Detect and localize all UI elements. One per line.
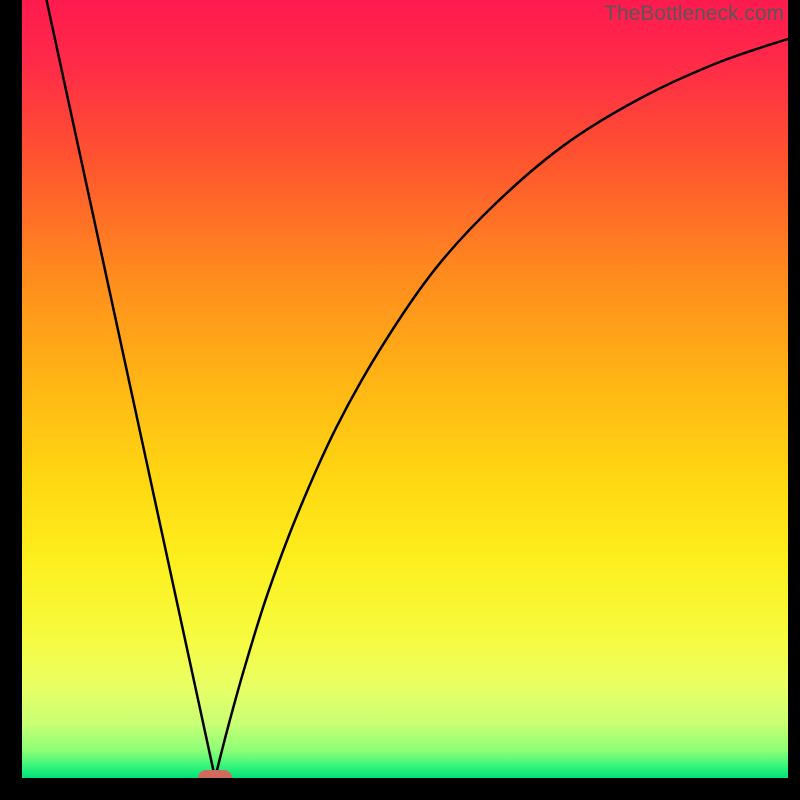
vertex-marker [198,770,232,778]
chart-frame: TheBottleneck.com [0,0,800,800]
plot-area [22,0,788,778]
gradient-background [22,0,788,778]
watermark-text: TheBottleneck.com [604,2,784,26]
plot-svg [22,0,788,778]
